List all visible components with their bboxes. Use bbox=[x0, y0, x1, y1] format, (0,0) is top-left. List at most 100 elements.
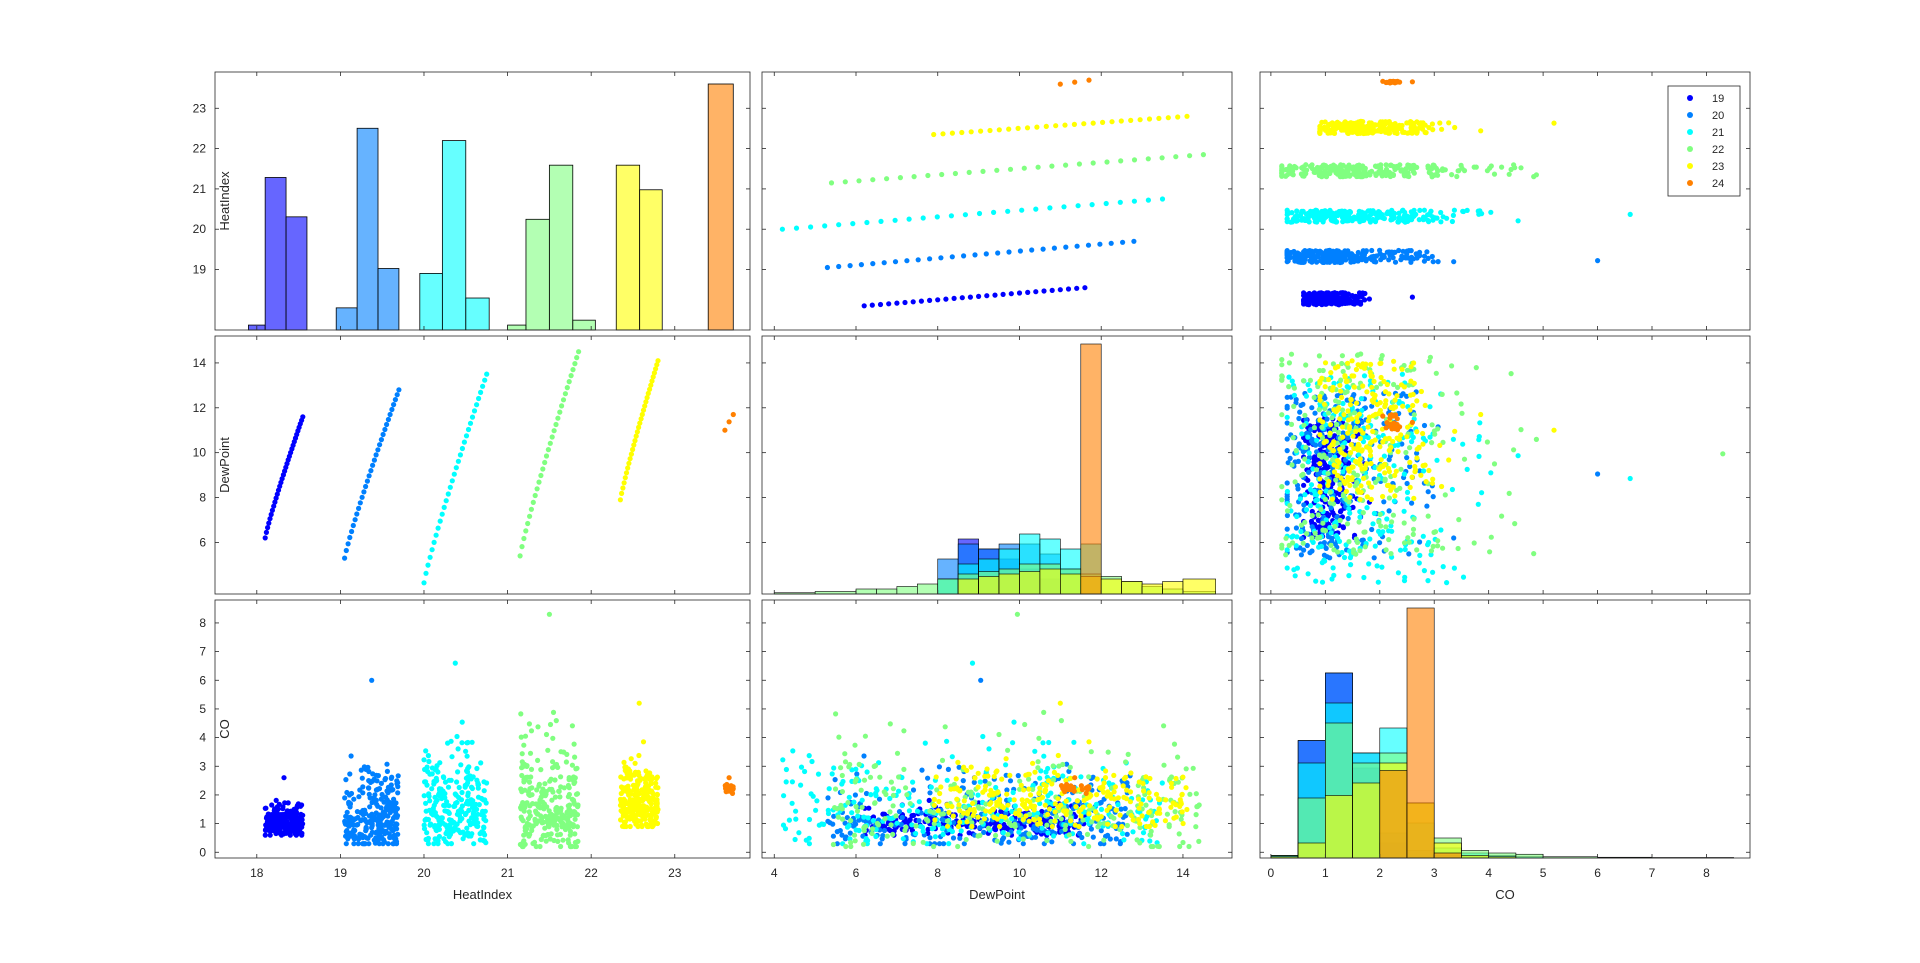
scatter-point bbox=[283, 830, 289, 836]
scatter-point bbox=[1404, 248, 1410, 254]
scatter-point bbox=[1388, 484, 1394, 490]
scatter-point bbox=[1433, 370, 1439, 376]
scatter-point bbox=[547, 721, 554, 728]
scatter-point bbox=[1314, 214, 1320, 220]
scatter-point bbox=[431, 539, 437, 546]
scatter-point bbox=[1360, 430, 1366, 436]
scatter-point bbox=[1300, 173, 1306, 179]
scatter-point bbox=[1416, 217, 1422, 223]
scatter-point bbox=[1305, 571, 1311, 577]
scatter-point bbox=[1347, 555, 1353, 561]
scatter-point bbox=[474, 765, 480, 772]
scatter-point bbox=[1298, 552, 1304, 558]
scatter-point bbox=[626, 787, 632, 794]
scatter-point bbox=[442, 791, 448, 797]
scatter-point bbox=[1409, 439, 1415, 445]
scatter-point bbox=[1071, 121, 1077, 127]
scatter-point bbox=[1314, 437, 1320, 443]
scatter-point bbox=[1416, 560, 1422, 566]
scatter-point bbox=[464, 782, 470, 788]
scatter-point bbox=[884, 176, 890, 182]
scatter-point bbox=[1297, 496, 1303, 502]
scatter-point bbox=[1383, 547, 1389, 553]
scatter-point bbox=[1405, 496, 1411, 502]
scatter-point bbox=[570, 797, 577, 803]
scatter-point bbox=[1311, 425, 1317, 431]
scatter-point bbox=[1355, 447, 1361, 453]
scatter-point bbox=[636, 424, 642, 430]
scatter-point bbox=[1369, 484, 1375, 490]
scatter-point bbox=[1411, 380, 1417, 386]
scatter-point bbox=[385, 416, 391, 423]
scatter-point bbox=[1417, 539, 1423, 545]
scatter-point bbox=[649, 823, 656, 830]
scatter-point bbox=[1382, 436, 1389, 442]
scatter-point bbox=[1311, 292, 1317, 298]
scatter-point bbox=[431, 841, 437, 847]
scatter-point bbox=[384, 761, 390, 767]
scatter-point bbox=[549, 797, 555, 803]
scatter-point bbox=[1335, 364, 1341, 370]
scatter-point bbox=[549, 434, 555, 440]
scatter-point bbox=[1098, 828, 1104, 834]
scatter-point bbox=[382, 830, 388, 836]
scatter-point bbox=[273, 495, 279, 501]
scatter-point bbox=[1338, 388, 1344, 394]
scatter-point bbox=[347, 804, 353, 810]
scatter-point bbox=[1292, 479, 1298, 485]
scatter-point bbox=[1442, 492, 1448, 498]
scatter-point bbox=[1426, 358, 1432, 364]
scatter-point bbox=[1300, 208, 1306, 214]
histogram-bar bbox=[1060, 573, 1082, 595]
scatter-point bbox=[454, 733, 460, 740]
scatter-point bbox=[1407, 165, 1414, 172]
scatter-point bbox=[1113, 836, 1119, 842]
scatter-point bbox=[1371, 510, 1377, 516]
scatter-point bbox=[1368, 125, 1374, 131]
scatter-point bbox=[1515, 218, 1521, 224]
scatter-point bbox=[1392, 259, 1399, 265]
scatter-point bbox=[1292, 573, 1298, 579]
scatter-point bbox=[1369, 526, 1375, 533]
histogram-bar bbox=[1100, 578, 1122, 595]
scatter-point bbox=[375, 773, 381, 779]
scatter-point bbox=[1320, 296, 1326, 302]
scatter-point bbox=[619, 490, 625, 496]
scatter-point bbox=[1356, 519, 1362, 525]
scatter-point bbox=[1340, 174, 1346, 180]
scatter-point bbox=[1449, 172, 1455, 178]
histogram-bar bbox=[548, 164, 574, 331]
scatter-point bbox=[1420, 430, 1426, 437]
scatter-point bbox=[1324, 300, 1330, 306]
scatter-point bbox=[1405, 424, 1411, 430]
scatter-point bbox=[471, 841, 477, 847]
scatter-point bbox=[1284, 512, 1290, 519]
panel-dewpoint-vs-heatindex bbox=[214, 335, 751, 595]
scatter-point bbox=[373, 797, 379, 803]
scatter-point bbox=[647, 386, 653, 392]
scatter-point bbox=[828, 180, 835, 186]
scatter-point bbox=[644, 804, 650, 810]
scatter-point bbox=[1339, 424, 1346, 430]
histogram-bar bbox=[639, 189, 663, 331]
scatter-point bbox=[371, 817, 377, 823]
scatter-point bbox=[1414, 547, 1420, 553]
scatter-point bbox=[920, 215, 926, 221]
scatter-point bbox=[1345, 408, 1351, 414]
scatter-point bbox=[1508, 371, 1514, 377]
scatter-point bbox=[1377, 540, 1383, 546]
scatter-point bbox=[1347, 173, 1353, 179]
scatter-point bbox=[464, 825, 470, 831]
scatter-point bbox=[1377, 444, 1383, 450]
scatter-point bbox=[1283, 173, 1289, 179]
scatter-point bbox=[384, 421, 390, 428]
scatter-point bbox=[638, 818, 644, 824]
scatter-point bbox=[1397, 162, 1403, 168]
scatter-point bbox=[564, 822, 570, 829]
scatter-point bbox=[643, 399, 649, 405]
scatter-point bbox=[361, 489, 367, 495]
scatter-point bbox=[376, 819, 383, 825]
scatter-point bbox=[1446, 120, 1452, 126]
scatter-point bbox=[1531, 174, 1537, 180]
